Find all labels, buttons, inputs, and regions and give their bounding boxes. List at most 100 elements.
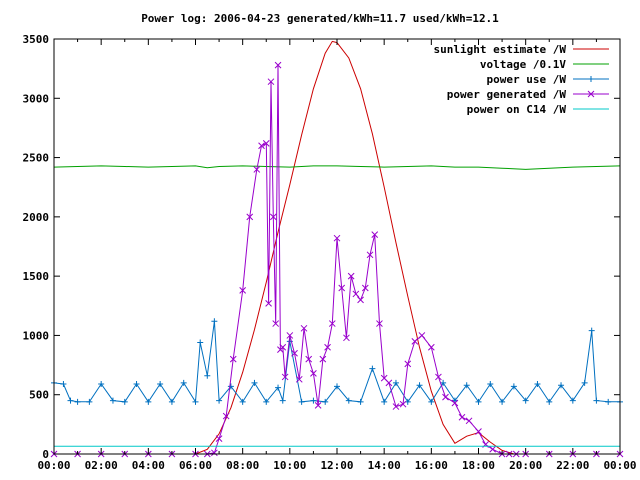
data-point-plus xyxy=(74,398,81,405)
x-tick-label: 12:00 xyxy=(320,459,353,472)
data-point-cross xyxy=(239,287,247,294)
data-point-cross xyxy=(435,373,442,381)
data-point-cross xyxy=(352,290,360,298)
series-1 xyxy=(53,165,621,170)
data-point-cross xyxy=(295,375,303,383)
data-point-cross xyxy=(458,413,466,421)
legend-label: sunlight estimate /W xyxy=(434,43,567,56)
series-layer xyxy=(50,40,624,458)
data-point-cross xyxy=(300,324,308,332)
data-point-plus xyxy=(251,379,258,386)
x-tick-label: 06:00 xyxy=(179,459,212,472)
y-tick-label: 1500 xyxy=(23,270,50,283)
data-point-cross xyxy=(418,332,426,339)
y-tick-label: 500 xyxy=(29,389,49,402)
data-point-plus xyxy=(569,397,576,404)
data-point-plus xyxy=(588,327,595,334)
y-tick-label: 3000 xyxy=(23,92,50,105)
data-point-cross xyxy=(411,338,419,345)
x-tick-label: 00:00 xyxy=(37,459,70,472)
x-tick-label: 00:00 xyxy=(603,459,636,472)
data-point-plus xyxy=(211,318,218,325)
legend-marker xyxy=(587,90,595,98)
data-point-cross xyxy=(222,412,230,420)
legend-label: voltage /0.1V xyxy=(480,58,566,71)
data-point-plus xyxy=(263,398,270,405)
data-point-plus xyxy=(534,381,541,388)
data-point-cross xyxy=(286,332,294,339)
data-point-plus xyxy=(67,397,74,404)
x-tick-label: 18:00 xyxy=(462,459,495,472)
data-point-plus xyxy=(192,398,199,405)
x-tick-label: 22:00 xyxy=(556,459,589,472)
chart-title: Power log: 2006-04-23 generated/kWh=11.7… xyxy=(141,12,499,25)
data-point-plus xyxy=(463,382,470,389)
data-point-plus xyxy=(322,398,329,405)
data-point-cross xyxy=(587,90,595,98)
x-tick-label: 08:00 xyxy=(226,459,259,472)
data-point-cross xyxy=(392,403,400,410)
data-point-plus xyxy=(581,379,588,386)
data-point-cross xyxy=(281,373,289,381)
data-point-plus xyxy=(416,382,423,389)
data-point-plus xyxy=(121,398,128,405)
y-tick-label: 0 xyxy=(42,448,49,461)
x-tick-label: 20:00 xyxy=(509,459,542,472)
axes-layer: 0 500 1000 1500 2000 2500 3000 3500 00:00 02:00 04… xyxy=(23,33,637,472)
data-point-plus xyxy=(522,397,529,404)
data-point-cross xyxy=(279,343,287,351)
data-point-plus xyxy=(98,381,105,388)
data-point-cross xyxy=(333,234,341,242)
data-point-plus xyxy=(381,398,388,405)
data-point-plus xyxy=(204,372,211,379)
data-point-cross xyxy=(475,428,482,435)
y-tick-label: 2000 xyxy=(23,211,50,224)
data-point-plus xyxy=(109,397,116,404)
data-point-plus xyxy=(428,398,435,405)
data-point-cross xyxy=(274,61,282,69)
data-point-plus xyxy=(588,76,594,82)
data-point-cross xyxy=(246,213,254,221)
data-point-plus xyxy=(275,384,282,391)
data-point-plus xyxy=(197,339,204,346)
data-point-cross xyxy=(385,379,393,387)
x-tick-label: 02:00 xyxy=(85,459,118,472)
data-point-plus xyxy=(279,397,286,404)
data-point-cross xyxy=(211,449,218,457)
y-tick-label: 1000 xyxy=(23,329,50,342)
series-line xyxy=(53,321,620,404)
data-point-cross xyxy=(357,296,364,304)
data-point-plus xyxy=(392,379,399,386)
data-point-cross xyxy=(404,360,412,368)
data-point-cross xyxy=(442,393,449,401)
data-point-cross xyxy=(319,355,327,363)
data-point-cross xyxy=(269,213,277,221)
data-point-cross xyxy=(366,251,374,259)
data-point-cross xyxy=(262,139,270,147)
legend-label: power use /W xyxy=(487,73,567,86)
data-point-plus xyxy=(605,398,612,405)
data-point-cross xyxy=(371,231,379,238)
data-point-cross xyxy=(215,435,223,442)
data-point-cross xyxy=(338,284,346,292)
data-point-cross xyxy=(253,166,261,173)
data-point-plus xyxy=(475,398,482,405)
data-point-cross xyxy=(399,400,407,408)
data-point-cross xyxy=(376,320,383,327)
data-point-cross xyxy=(314,402,322,409)
data-point-plus xyxy=(440,379,447,386)
data-point-cross xyxy=(427,343,435,351)
data-point-plus xyxy=(487,381,494,388)
data-point-cross xyxy=(361,284,369,292)
data-point-plus xyxy=(357,398,364,405)
data-point-cross xyxy=(291,349,298,357)
data-point-cross xyxy=(328,320,336,327)
data-point-cross xyxy=(489,445,497,453)
legend-marker xyxy=(588,76,594,82)
data-point-cross xyxy=(258,142,265,150)
series-2 xyxy=(51,318,623,405)
series-line xyxy=(195,40,515,455)
data-point-cross xyxy=(272,320,280,327)
